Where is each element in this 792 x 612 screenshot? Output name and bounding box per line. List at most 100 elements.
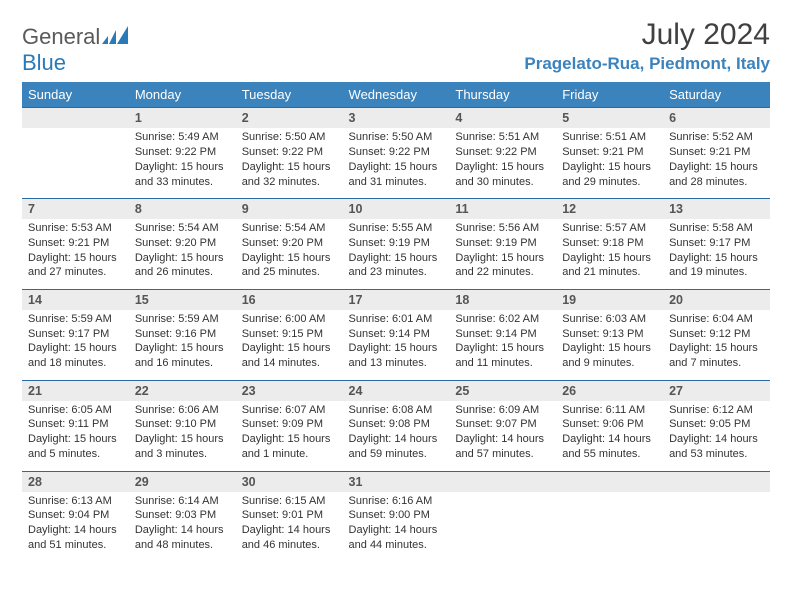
day-16-sr: Sunrise: 6:00 AM xyxy=(242,312,337,327)
day-3-ss: Sunset: 9:22 PM xyxy=(349,145,444,160)
month-title: July 2024 xyxy=(524,18,770,52)
day-31-dl1: Daylight: 14 hours xyxy=(349,523,444,538)
day-10-dl1: Daylight: 15 hours xyxy=(349,251,444,266)
day-number-11: 11 xyxy=(449,199,556,219)
day-20-dl2: and 7 minutes. xyxy=(669,356,764,371)
day-info-25: Sunrise: 6:09 AMSunset: 9:07 PMDaylight:… xyxy=(449,401,556,468)
day-30-dl2: and 46 minutes. xyxy=(242,538,337,553)
day-17-ss: Sunset: 9:14 PM xyxy=(349,327,444,342)
day-23-dl1: Daylight: 15 hours xyxy=(242,432,337,447)
day-number-empty xyxy=(556,472,663,492)
day-2-ss: Sunset: 9:22 PM xyxy=(242,145,337,160)
day-27-sr: Sunrise: 6:12 AM xyxy=(669,403,764,418)
day-20-sr: Sunrise: 6:04 AM xyxy=(669,312,764,327)
location-text: Pragelato-Rua, Piedmont, Italy xyxy=(524,54,770,74)
day-28-dl2: and 51 minutes. xyxy=(28,538,123,553)
day-14-dl1: Daylight: 15 hours xyxy=(28,341,123,356)
title-block: July 2024 Pragelato-Rua, Piedmont, Italy xyxy=(524,18,770,74)
day-30-ss: Sunset: 9:01 PM xyxy=(242,508,337,523)
dayname-thursday: Thursday xyxy=(449,82,556,108)
day-15-dl1: Daylight: 15 hours xyxy=(135,341,230,356)
day-6-sr: Sunrise: 5:52 AM xyxy=(669,130,764,145)
day-13-dl2: and 19 minutes. xyxy=(669,265,764,280)
day-28-sr: Sunrise: 6:13 AM xyxy=(28,494,123,509)
day-9-dl1: Daylight: 15 hours xyxy=(242,251,337,266)
day-14-dl2: and 18 minutes. xyxy=(28,356,123,371)
day-info-empty xyxy=(663,492,770,559)
day-15-dl2: and 16 minutes. xyxy=(135,356,230,371)
dayname-tuesday: Tuesday xyxy=(236,82,343,108)
day-26-ss: Sunset: 9:06 PM xyxy=(562,417,657,432)
day-7-dl2: and 27 minutes. xyxy=(28,265,123,280)
day-number-4: 4 xyxy=(449,108,556,128)
day-number-5: 5 xyxy=(556,108,663,128)
day-info-26: Sunrise: 6:11 AMSunset: 9:06 PMDaylight:… xyxy=(556,401,663,468)
day-number-29: 29 xyxy=(129,472,236,492)
day-19-ss: Sunset: 9:13 PM xyxy=(562,327,657,342)
day-28-ss: Sunset: 9:04 PM xyxy=(28,508,123,523)
day-info-2: Sunrise: 5:50 AMSunset: 9:22 PMDaylight:… xyxy=(236,128,343,195)
day-7-ss: Sunset: 9:21 PM xyxy=(28,236,123,251)
day-9-sr: Sunrise: 5:54 AM xyxy=(242,221,337,236)
day-21-ss: Sunset: 9:11 PM xyxy=(28,417,123,432)
day-1-dl2: and 33 minutes. xyxy=(135,175,230,190)
day-number-15: 15 xyxy=(129,290,236,310)
day-26-dl1: Daylight: 14 hours xyxy=(562,432,657,447)
week-4-info: Sunrise: 6:05 AMSunset: 9:11 PMDaylight:… xyxy=(22,401,770,468)
day-25-ss: Sunset: 9:07 PM xyxy=(455,417,550,432)
day-21-dl1: Daylight: 15 hours xyxy=(28,432,123,447)
day-22-ss: Sunset: 9:10 PM xyxy=(135,417,230,432)
day-info-30: Sunrise: 6:15 AMSunset: 9:01 PMDaylight:… xyxy=(236,492,343,559)
day-11-dl2: and 22 minutes. xyxy=(455,265,550,280)
day-number-16: 16 xyxy=(236,290,343,310)
day-31-dl2: and 44 minutes. xyxy=(349,538,444,553)
day-18-dl2: and 11 minutes. xyxy=(455,356,550,371)
day-number-9: 9 xyxy=(236,199,343,219)
day-27-dl1: Daylight: 14 hours xyxy=(669,432,764,447)
day-info-13: Sunrise: 5:58 AMSunset: 9:17 PMDaylight:… xyxy=(663,219,770,286)
day-info-21: Sunrise: 6:05 AMSunset: 9:11 PMDaylight:… xyxy=(22,401,129,468)
day-number-6: 6 xyxy=(663,108,770,128)
day-5-sr: Sunrise: 5:51 AM xyxy=(562,130,657,145)
day-4-sr: Sunrise: 5:51 AM xyxy=(455,130,550,145)
day-8-dl2: and 26 minutes. xyxy=(135,265,230,280)
week-5-info: Sunrise: 6:13 AMSunset: 9:04 PMDaylight:… xyxy=(22,492,770,559)
day-6-dl2: and 28 minutes. xyxy=(669,175,764,190)
day-24-sr: Sunrise: 6:08 AM xyxy=(349,403,444,418)
logo: General Blue xyxy=(22,18,128,76)
day-info-empty xyxy=(556,492,663,559)
day-number-21: 21 xyxy=(22,381,129,401)
header: General Blue July 2024 Pragelato-Rua, Pi… xyxy=(22,18,770,76)
day-info-20: Sunrise: 6:04 AMSunset: 9:12 PMDaylight:… xyxy=(663,310,770,377)
day-19-dl2: and 9 minutes. xyxy=(562,356,657,371)
day-8-dl1: Daylight: 15 hours xyxy=(135,251,230,266)
calendar-table: SundayMondayTuesdayWednesdayThursdayFrid… xyxy=(22,82,770,559)
day-info-6: Sunrise: 5:52 AMSunset: 9:21 PMDaylight:… xyxy=(663,128,770,195)
day-21-sr: Sunrise: 6:05 AM xyxy=(28,403,123,418)
day-13-sr: Sunrise: 5:58 AM xyxy=(669,221,764,236)
day-number-10: 10 xyxy=(343,199,450,219)
day-28-dl1: Daylight: 14 hours xyxy=(28,523,123,538)
day-23-sr: Sunrise: 6:07 AM xyxy=(242,403,337,418)
day-info-14: Sunrise: 5:59 AMSunset: 9:17 PMDaylight:… xyxy=(22,310,129,377)
day-9-ss: Sunset: 9:20 PM xyxy=(242,236,337,251)
week-3-numbers: 14151617181920 xyxy=(22,290,770,310)
dayname-friday: Friday xyxy=(556,82,663,108)
day-info-9: Sunrise: 5:54 AMSunset: 9:20 PMDaylight:… xyxy=(236,219,343,286)
day-info-31: Sunrise: 6:16 AMSunset: 9:00 PMDaylight:… xyxy=(343,492,450,559)
day-9-dl2: and 25 minutes. xyxy=(242,265,337,280)
day-25-dl1: Daylight: 14 hours xyxy=(455,432,550,447)
day-number-25: 25 xyxy=(449,381,556,401)
day-number-22: 22 xyxy=(129,381,236,401)
day-25-dl2: and 57 minutes. xyxy=(455,447,550,462)
week-2-info: Sunrise: 5:53 AMSunset: 9:21 PMDaylight:… xyxy=(22,219,770,286)
day-10-sr: Sunrise: 5:55 AM xyxy=(349,221,444,236)
logo-chart-icon xyxy=(102,24,128,50)
calendar-page: General Blue July 2024 Pragelato-Rua, Pi… xyxy=(0,0,792,577)
day-21-dl2: and 5 minutes. xyxy=(28,447,123,462)
day-18-sr: Sunrise: 6:02 AM xyxy=(455,312,550,327)
day-16-ss: Sunset: 9:15 PM xyxy=(242,327,337,342)
day-number-empty xyxy=(663,472,770,492)
day-14-ss: Sunset: 9:17 PM xyxy=(28,327,123,342)
day-17-dl2: and 13 minutes. xyxy=(349,356,444,371)
